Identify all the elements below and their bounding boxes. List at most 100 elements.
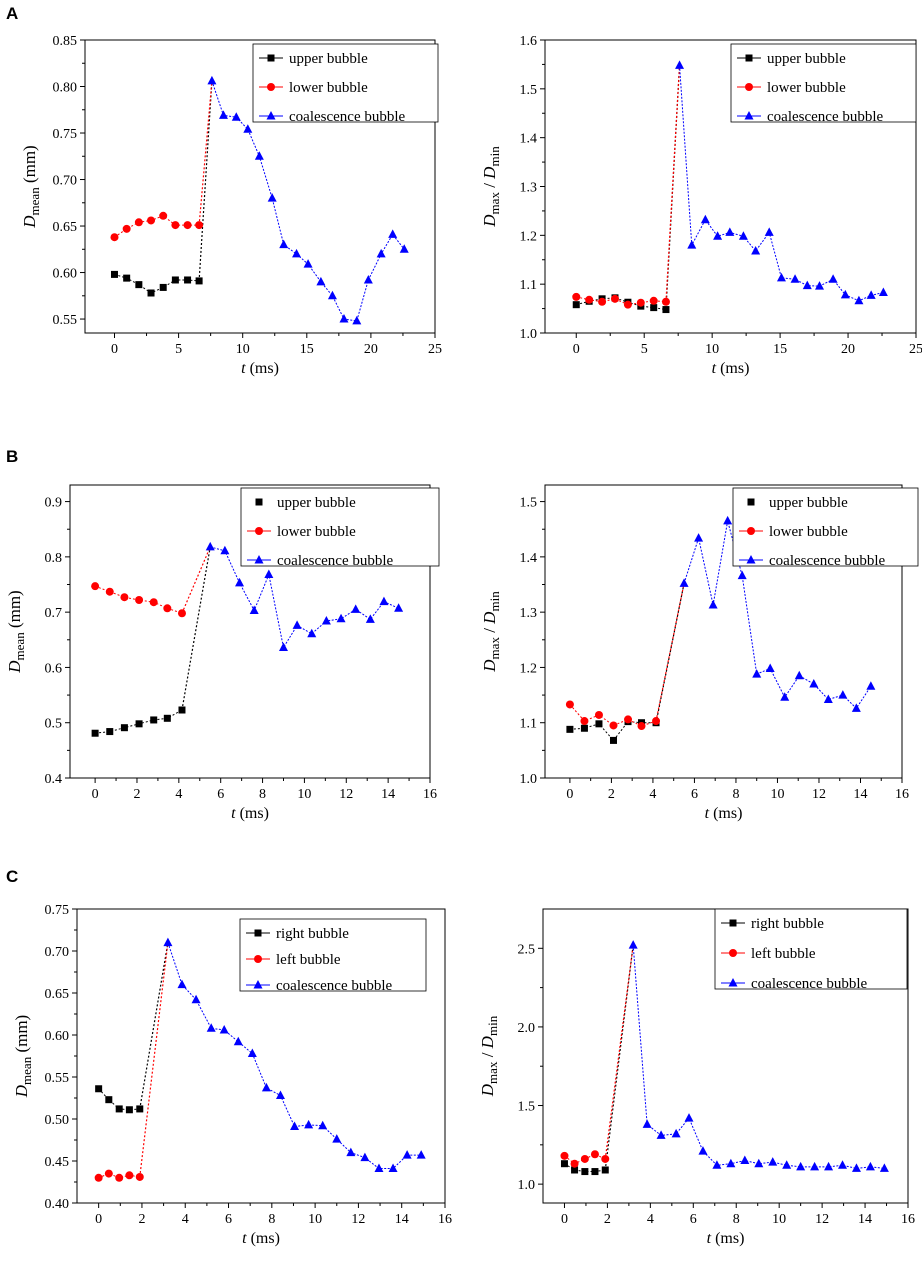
upper-bubble-point [135, 720, 143, 728]
coalescence-bubble-point [376, 248, 386, 258]
lower-bubble-point [171, 221, 180, 230]
y-tick-label: 0.4 [45, 772, 63, 787]
x-tick-label: 4 [649, 787, 656, 802]
coalescence-bubble-point [416, 1150, 426, 1159]
upper-bubble-point [195, 277, 203, 285]
y-tick-label: 0.80 [53, 81, 78, 96]
panel-label-a: A [6, 4, 19, 23]
lower-bubble-point [105, 587, 114, 596]
y-tick-label: 0.5 [45, 717, 63, 732]
connector-line [139, 942, 169, 1110]
x-tick-label: 15 [300, 342, 314, 357]
lower-bubble-point [623, 300, 632, 309]
y-tick-label: 1.5 [520, 83, 538, 98]
x-tick-label: 16 [438, 1212, 452, 1227]
x-tick-label: 25 [428, 342, 442, 357]
x-tick-label: 20 [364, 342, 378, 357]
coalescence-bubble-point [809, 679, 819, 688]
coalescence-bubble-point [642, 1119, 652, 1128]
coalescence-bubble-point [206, 1023, 216, 1032]
coalescence-bubble-point [205, 541, 215, 551]
coalescence-bubble-point [679, 578, 689, 587]
coalescence-bubble-point [220, 545, 230, 555]
legend-marker [729, 919, 737, 927]
y-tick-label: 0.7 [45, 606, 63, 621]
x-tick-label: 10 [705, 342, 719, 357]
coalescence-bubble-point [303, 259, 313, 268]
right-bubble-point [136, 1105, 144, 1113]
y-tick-label: 1.5 [518, 1100, 536, 1115]
y-axis-label: Dmax / Dmin [478, 1015, 500, 1097]
y-tick-label: 1.3 [520, 181, 538, 196]
coalescence-bubble-point [243, 124, 253, 133]
coalescence-bubble-point [684, 1113, 694, 1122]
y-tick-label: 2.0 [518, 1021, 536, 1036]
coalescence-bubble-point [838, 690, 848, 699]
legend-label: coalescence bubble [769, 553, 886, 569]
coalescence-bubble-point [394, 603, 404, 612]
coalescence-bubble-point [628, 940, 638, 949]
coalescence-bubble-point [249, 605, 259, 614]
x-tick-label: 2 [133, 787, 140, 802]
coalescence-bubble-point [708, 599, 718, 609]
y-tick-label: 0.9 [45, 496, 63, 511]
legend-marker [728, 978, 738, 987]
coalescence-bubble-point [399, 244, 409, 253]
coalescence-bubble-point [316, 276, 326, 286]
y-tick-label: 0.75 [45, 903, 70, 918]
coalescence-bubble-point [726, 1158, 736, 1168]
legend-marker [729, 949, 737, 957]
legend-label: lower bubble [277, 524, 356, 540]
y-tick-label: 1.4 [520, 132, 538, 147]
lower-bubble-point [122, 224, 131, 233]
x-tick-label: 8 [259, 787, 266, 802]
lower-bubble-point [580, 717, 589, 726]
x-tick-label: 12 [351, 1212, 365, 1227]
legend-marker [745, 83, 753, 91]
coalescence-bubble-point [780, 692, 790, 701]
coalescence-bubble-point [292, 248, 302, 258]
legend-box [714, 908, 908, 990]
legend-marker [254, 555, 264, 564]
lower-bubble-point [177, 609, 186, 618]
legend-box [239, 918, 427, 992]
y-tick-label: 0.75 [53, 127, 78, 142]
lower-bubble-point [636, 298, 645, 307]
legend-label: coalescence bubble [277, 553, 394, 569]
coalescence-bubble-point [823, 694, 833, 703]
x-tick-label: 12 [815, 1212, 829, 1227]
coalescence-bubble-point [292, 620, 302, 629]
upper-bubble-point [106, 728, 114, 736]
legend-label: right bubble [751, 916, 824, 932]
upper-bubble-point [147, 289, 155, 297]
coalescence-bubble-point [671, 1128, 681, 1138]
y-tick-label: 1.1 [520, 278, 538, 293]
coalescence-bubble-point [765, 663, 775, 673]
x-tick-label: 6 [690, 1212, 697, 1227]
right-bubble-point [115, 1105, 123, 1113]
x-tick-label: 0 [573, 342, 580, 357]
legend-marker [747, 498, 755, 506]
legend-label: coalescence bubble [276, 978, 393, 994]
chart-b-left: 0 2 4 6 8 10 12 14 16 0.4 0.5 0.6 0.7 0.8 0.9 t (ms) Dme… [5, 484, 440, 822]
lower-bubble-point [195, 221, 204, 230]
lower-bubble-point [135, 595, 144, 604]
y-axis-label: Dmean (mm) [20, 145, 42, 228]
x-tick-label: 12 [812, 787, 826, 802]
coalescence-bubble-point [723, 515, 733, 525]
legend-marker [255, 498, 263, 506]
y-tick-label: 0.65 [53, 220, 78, 235]
legend-label: left bubble [276, 952, 341, 968]
coalescence-bubble-line [210, 546, 399, 649]
coalescence-bubble-point [307, 628, 317, 638]
right-bubble-point [125, 1106, 133, 1114]
legend-label: coalescence bubble [289, 109, 406, 125]
y-tick-label: 0.50 [45, 1113, 70, 1128]
y-tick-label: 1.3 [520, 606, 538, 621]
lower-bubble-point [149, 598, 158, 607]
coalescence-bubble-point [332, 1134, 342, 1143]
coalescence-bubble-point [191, 994, 201, 1004]
coalescence-bubble-point [752, 669, 762, 678]
panel-label-b: B [6, 447, 19, 466]
x-tick-label: 4 [182, 1212, 189, 1227]
